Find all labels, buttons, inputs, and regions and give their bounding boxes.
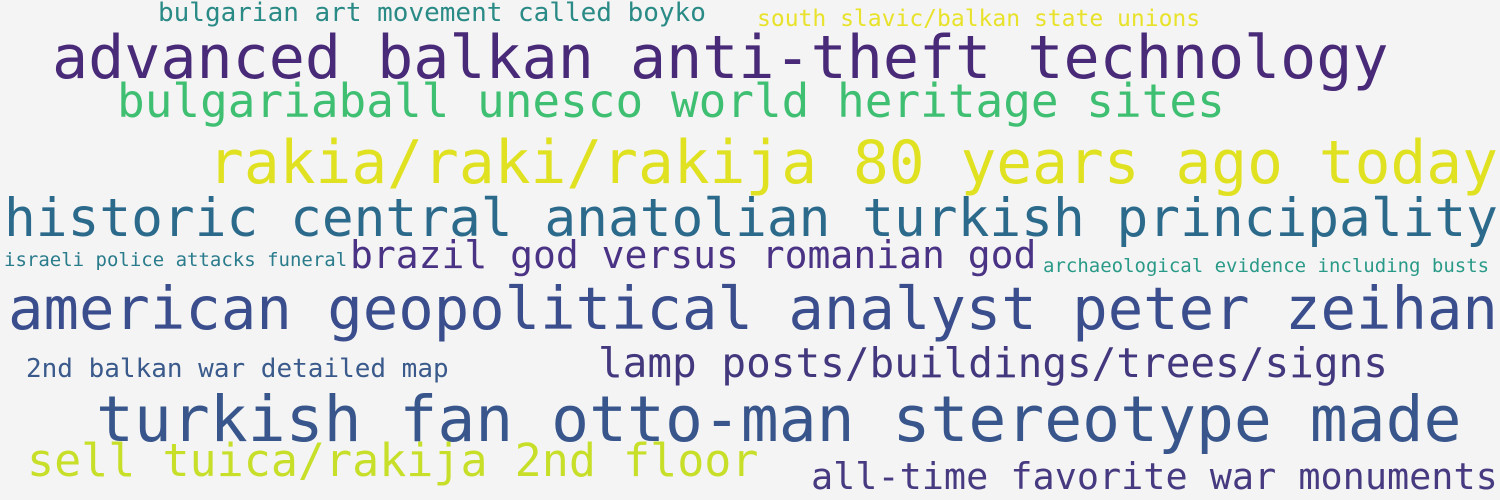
phrase-rakia-80-years: rakia/raki/rakija 80 years ago today (208, 129, 1498, 198)
phrase-sell-tuica-rakija: sell tuica/rakija 2nd floor (27, 434, 759, 487)
phrase-all-time-war-monuments: all-time favorite war monuments (811, 455, 1498, 498)
phrase-american-geopolitical-zeihan: american geopolitical analyst peter zeih… (8, 274, 1498, 343)
phrase-historic-anatolian-principality: historic central anatolian turkish princ… (4, 188, 1498, 249)
phrase-bulgarian-art-movement: bulgarian art movement called boyko (158, 0, 706, 28)
phrase-brazil-god-romanian-god: brazil god versus romanian god (350, 233, 1037, 277)
phrase-turkish-fan-otto-man: turkish fan otto-man stereotype made (96, 383, 1462, 456)
phrase-archaeological-evidence-busts: archaeological evidence including busts (1043, 255, 1490, 277)
phrase-israeli-police-funeral: israeli police attacks funeral (4, 249, 348, 271)
phrase-bulgariaball-unesco: bulgariaball unesco world heritage sites (117, 74, 1225, 128)
phrase-lamp-posts-buildings: lamp posts/buildings/trees/signs (598, 339, 1388, 387)
phrase-south-slavic-unions: south slavic/balkan state unions (757, 6, 1201, 32)
phrase-2nd-balkan-war-map: 2nd balkan war detailed map (26, 354, 449, 384)
phrase-advanced-balkan-anti-theft: advanced balkan anti-theft technology (52, 23, 1389, 93)
